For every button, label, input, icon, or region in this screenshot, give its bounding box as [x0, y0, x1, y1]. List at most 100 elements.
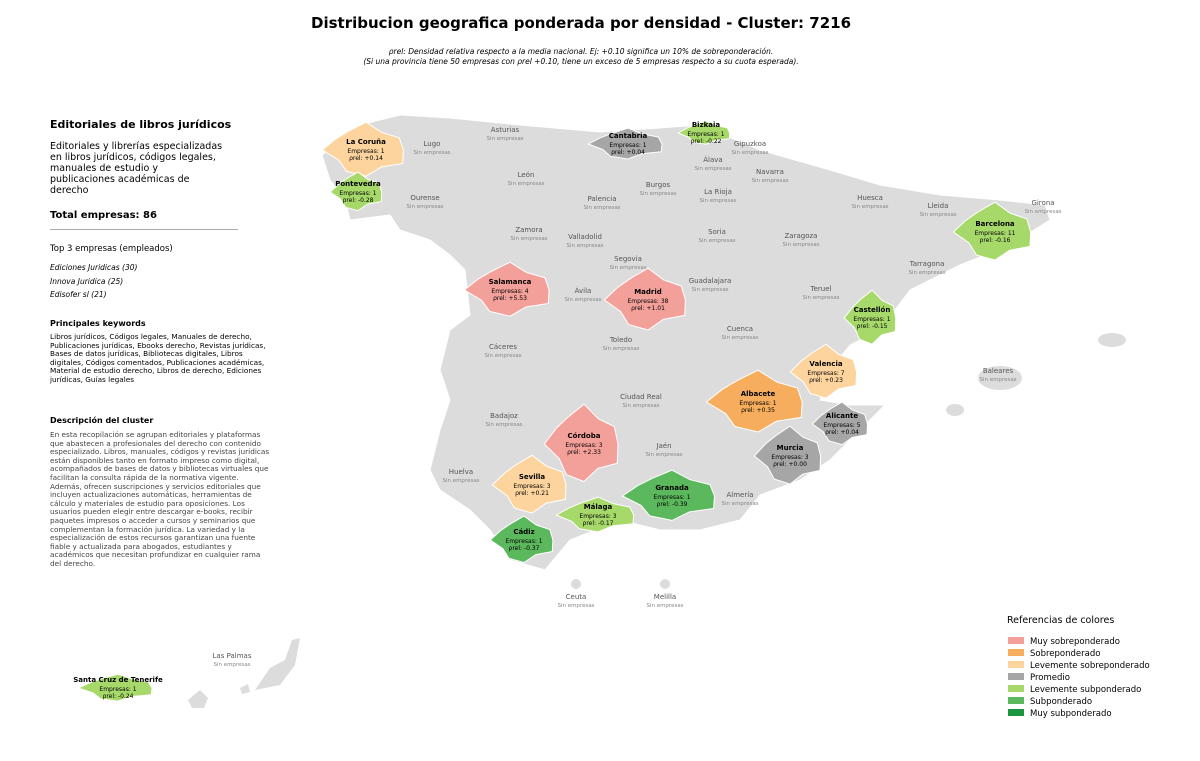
province-name: Segovia [614, 255, 642, 263]
province-count: Empresas: 1 [609, 142, 646, 149]
province-rho: ρrel: +1.01 [631, 305, 665, 312]
province-shape [753, 425, 822, 485]
province-name: Girona [1031, 199, 1054, 207]
ceuta [571, 579, 581, 589]
province-rho: ρrel: -0.37 [509, 545, 540, 552]
province-count: Empresas: 7 [807, 370, 844, 377]
spain-base [321, 114, 1051, 571]
province-rho: ρrel: +0.04 [825, 429, 859, 436]
province-name: Cantabria [609, 132, 648, 140]
province-rho: ρrel: -0.17 [583, 520, 614, 527]
province-note: Sin empresas [609, 265, 646, 271]
province-count: Empresas: 1 [99, 686, 136, 693]
province-count: Empresas: 11 [975, 230, 1016, 237]
province-note: Sin empresas [1024, 209, 1061, 215]
province-note: Sin empresas [406, 204, 443, 210]
panel-title: Editoriales de libros jurídicos [50, 118, 232, 131]
province-name: Valencia [809, 360, 842, 368]
province-name: Barcelona [975, 220, 1015, 228]
top-heading: Top 3 empresas (empleados) [50, 244, 173, 254]
province-note: Sin empresas [979, 377, 1016, 383]
province-rho: ρrel: -0.22 [691, 138, 722, 145]
province-name: Asturias [491, 126, 520, 134]
province-shape [491, 454, 567, 514]
province-name: Castellón [854, 306, 891, 314]
province-note: Sin empresas [622, 403, 659, 409]
legend-swatch [1008, 661, 1024, 668]
province-note: Sin empresas [557, 603, 594, 609]
province-note: Sin empresas [721, 335, 758, 341]
province-name: Zamora [515, 226, 542, 234]
province-shape [76, 673, 153, 702]
province-name: Melilla [654, 593, 676, 601]
province-count: Empresas: 3 [771, 454, 808, 461]
province-rho: ρrel: -0.15 [857, 323, 888, 330]
province-note: Sin empresas [484, 353, 521, 359]
province-name: Murcia [777, 444, 804, 452]
province-note: Sin empresas [442, 478, 479, 484]
province-note: Sin empresas [583, 205, 620, 211]
province-name: León [518, 171, 535, 179]
province-rho: ρrel: -0.28 [343, 197, 374, 204]
legend-swatch [1008, 697, 1024, 704]
province-count: Empresas: 1 [347, 148, 384, 155]
province-name: Cádiz [513, 528, 534, 536]
province-name: Córdoba [568, 432, 601, 440]
province-shape [543, 403, 619, 483]
province-count: Empresas: 1 [739, 400, 776, 407]
legend-swatch [1008, 637, 1024, 644]
province-name: Bizkaia [692, 121, 721, 129]
province-rho: ρrel: +0.35 [741, 407, 775, 414]
province-count: Empresas: 1 [687, 131, 724, 138]
province-name: Madrid [634, 288, 662, 296]
legend-label: Levemente subponderado [1030, 685, 1141, 695]
province-rho: ρrel: +0.00 [773, 461, 807, 468]
legend-label: Muy subponderado [1030, 709, 1112, 719]
province-shape [621, 469, 716, 521]
province-shape [555, 496, 635, 533]
province-count: Empresas: 38 [628, 298, 669, 305]
province-name: Soria [708, 228, 726, 236]
province-note: Sin empresas [507, 181, 544, 187]
province-note: Sin empresas [751, 178, 788, 184]
island [188, 690, 208, 708]
island [255, 638, 300, 690]
province-name: Cáceres [489, 343, 517, 351]
province-name: Santa Cruz de Tenerife [73, 676, 163, 684]
province-note: Sin empresas [510, 236, 547, 242]
province-note: Sin empresas [802, 295, 839, 301]
province-count: Empresas: 3 [565, 442, 602, 449]
province-count: Empresas: 1 [339, 190, 376, 197]
province-note: Sin empresas [908, 270, 945, 276]
province-shape [463, 261, 550, 317]
province-note: Sin empresas [731, 150, 768, 156]
province-note: Sin empresas [486, 136, 523, 142]
province-count: Empresas: 3 [579, 513, 616, 520]
province-shape [321, 121, 404, 177]
province-shape [811, 401, 869, 446]
top-item: Edisofer sl (21) [50, 290, 107, 299]
island [978, 366, 1022, 390]
province-shape [843, 289, 897, 345]
description-heading: Descripción del cluster [50, 416, 154, 425]
province-name: Navarra [756, 168, 784, 176]
province-note: Sin empresas [782, 242, 819, 248]
keywords-heading: Principales keywords [50, 319, 146, 328]
province-name: Badajoz [490, 412, 518, 420]
province-note: Sin empresas [639, 191, 676, 197]
province-name: Málaga [584, 503, 613, 511]
province-shape [677, 120, 731, 145]
province-rho: ρrel: -0.39 [657, 501, 688, 508]
top-item: Ediciones Juridicas (30) [50, 263, 138, 272]
province-name: Álava [703, 155, 722, 164]
province-name: La Rioja [704, 188, 732, 196]
legend-swatch [1008, 673, 1024, 680]
province-count: Empresas: 3 [513, 483, 550, 490]
province-rho: ρrel: -0.16 [980, 237, 1011, 244]
title: Distribucion geografica ponderada por de… [311, 14, 851, 32]
province-name: Guadalajara [689, 277, 732, 285]
province-rho: ρrel: +5.53 [493, 295, 527, 302]
province-count: Empresas: 4 [491, 288, 528, 295]
